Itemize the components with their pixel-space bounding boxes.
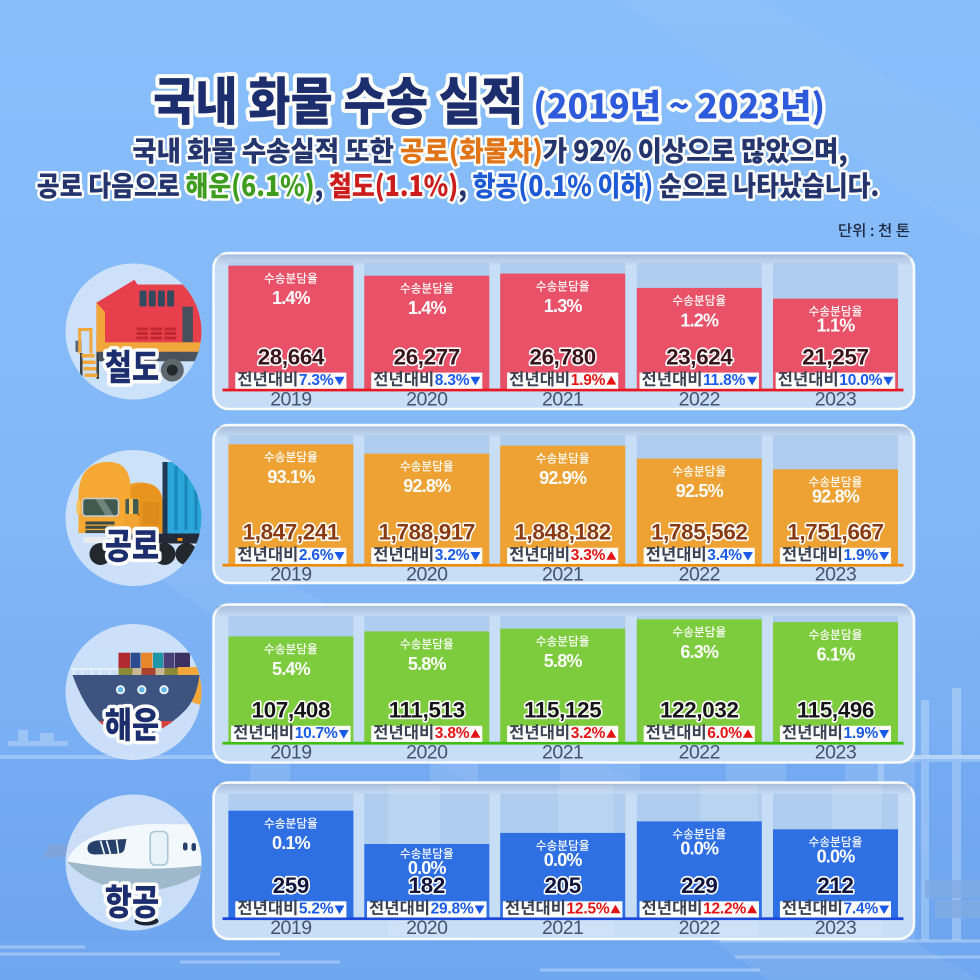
svg-text:12.2%: 12.2% (703, 901, 746, 918)
svg-text:1.4%: 1.4% (408, 298, 447, 318)
svg-text:2020: 2020 (406, 742, 448, 764)
svg-text:2023: 2023 (815, 917, 856, 939)
svg-text:2021: 2021 (542, 917, 583, 939)
svg-text:1,785,562: 1,785,562 (651, 520, 748, 545)
svg-text:2022: 2022 (679, 917, 720, 939)
svg-text:1.2%: 1.2% (680, 310, 719, 330)
svg-text:3.2%: 3.2% (571, 725, 606, 742)
svg-text:2022: 2022 (679, 388, 720, 410)
svg-text:11.8%: 11.8% (703, 372, 746, 389)
svg-text:3.4%: 3.4% (707, 547, 742, 564)
svg-text:2023: 2023 (815, 564, 856, 586)
svg-text:2023: 2023 (815, 742, 856, 764)
svg-text:7.4%: 7.4% (844, 901, 879, 918)
svg-text:1.9%: 1.9% (844, 725, 879, 742)
svg-text:259: 259 (273, 873, 309, 898)
svg-text:8.3%: 8.3% (435, 372, 470, 389)
svg-text:212: 212 (817, 873, 853, 898)
svg-text:1.1%: 1.1% (817, 316, 856, 336)
svg-text:92.8%: 92.8% (812, 486, 860, 506)
svg-text:2023: 2023 (815, 388, 856, 410)
svg-text:2020: 2020 (406, 917, 448, 939)
svg-text:28,664: 28,664 (258, 345, 325, 370)
svg-text:1,751,667: 1,751,667 (787, 520, 884, 545)
svg-text:2019: 2019 (270, 388, 311, 410)
svg-text:12.5%: 12.5% (567, 901, 610, 918)
svg-text:2021: 2021 (542, 388, 583, 410)
svg-text:3.3%: 3.3% (571, 547, 606, 564)
svg-text:0.1%: 0.1% (272, 833, 311, 853)
svg-text:0.0%: 0.0% (408, 858, 447, 878)
svg-text:1.9%: 1.9% (844, 547, 879, 564)
svg-text:115,125: 115,125 (524, 698, 601, 723)
svg-text:1,848,182: 1,848,182 (514, 520, 611, 545)
svg-text:93.1%: 93.1% (267, 467, 315, 487)
svg-text:2020: 2020 (406, 388, 448, 410)
svg-text:111,513: 111,513 (389, 698, 465, 723)
svg-text:21,257: 21,257 (802, 345, 868, 370)
svg-text:6.1%: 6.1% (817, 645, 856, 665)
svg-text:10.7%: 10.7% (295, 725, 338, 742)
svg-text:2021: 2021 (542, 564, 583, 586)
svg-text:1,847,241: 1,847,241 (243, 520, 340, 545)
svg-text:3.8%: 3.8% (435, 725, 470, 742)
svg-text:1.4%: 1.4% (272, 288, 311, 308)
svg-text:5.2%: 5.2% (299, 901, 334, 918)
svg-text:26,277: 26,277 (394, 345, 460, 370)
svg-text:92.8%: 92.8% (403, 476, 451, 496)
svg-text:182: 182 (409, 873, 445, 898)
svg-text:5.8%: 5.8% (408, 654, 447, 674)
svg-text:229: 229 (681, 873, 717, 898)
svg-text:6.3%: 6.3% (680, 642, 719, 662)
svg-text:92.9%: 92.9% (539, 468, 587, 488)
svg-text:0.0%: 0.0% (817, 846, 856, 866)
svg-text:1.9%: 1.9% (571, 372, 606, 389)
svg-text:1,788,917: 1,788,917 (379, 520, 476, 545)
svg-text:5.4%: 5.4% (272, 659, 311, 679)
svg-text:26,780: 26,780 (529, 345, 595, 370)
svg-text:2.6%: 2.6% (299, 547, 334, 564)
svg-text:10.0%: 10.0% (839, 372, 882, 389)
svg-text:122,032: 122,032 (660, 698, 739, 723)
svg-text:29.8%: 29.8% (431, 901, 474, 918)
svg-text:115,496: 115,496 (797, 698, 874, 723)
svg-text:0.0%: 0.0% (544, 850, 583, 870)
svg-text:2021: 2021 (542, 742, 583, 764)
svg-text:1.3%: 1.3% (544, 296, 583, 316)
svg-text:7.3%: 7.3% (299, 372, 334, 389)
svg-text:107,408: 107,408 (252, 698, 331, 723)
svg-text:5.8%: 5.8% (544, 651, 583, 671)
svg-text:2019: 2019 (270, 742, 311, 764)
svg-text:2020: 2020 (406, 564, 448, 586)
svg-text:92.5%: 92.5% (676, 481, 724, 501)
svg-text:2019: 2019 (270, 917, 311, 939)
svg-text:2019: 2019 (270, 564, 311, 586)
svg-text:205: 205 (545, 873, 581, 898)
svg-text:6.0%: 6.0% (707, 725, 742, 742)
svg-text:0.0%: 0.0% (680, 838, 719, 858)
svg-text:3.2%: 3.2% (435, 547, 470, 564)
svg-text:2022: 2022 (679, 742, 720, 764)
svg-text:23,624: 23,624 (666, 345, 733, 370)
svg-text:2022: 2022 (679, 564, 720, 586)
